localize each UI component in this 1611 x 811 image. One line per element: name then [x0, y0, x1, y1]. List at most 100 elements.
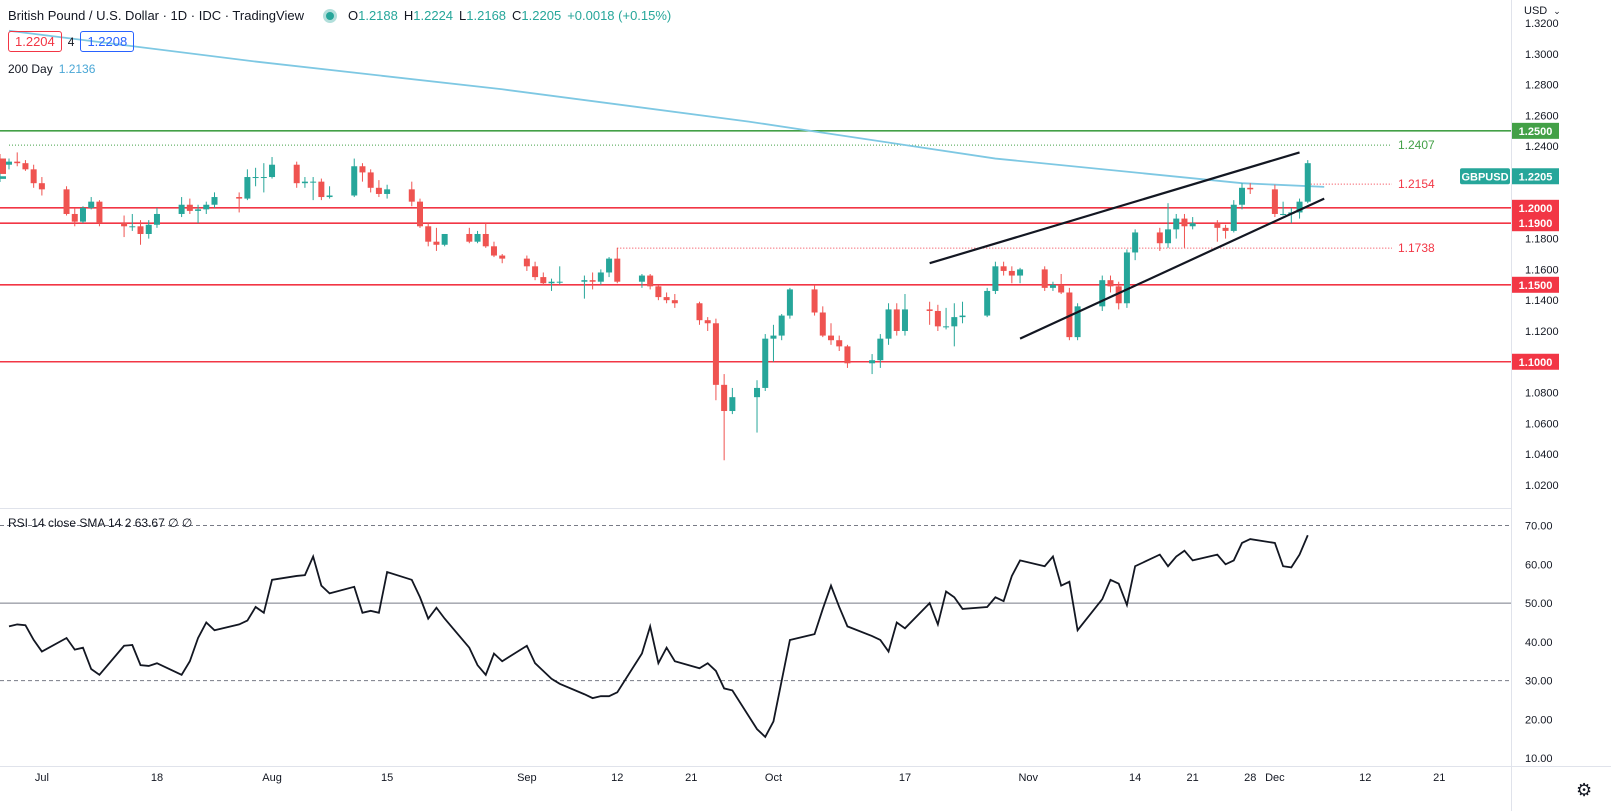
price-tick-label: 1.3200	[1525, 18, 1559, 30]
candle-body	[63, 189, 70, 214]
candle-body	[88, 201, 95, 208]
time-tick-label: 21	[1187, 772, 1199, 784]
level-price-label: 1.2000	[1519, 203, 1553, 215]
candle-body	[408, 189, 415, 202]
candle-body	[474, 233, 481, 242]
candle-body	[466, 233, 473, 242]
sell-button[interactable]: 1.2204	[8, 31, 62, 52]
candle-body	[22, 163, 29, 170]
close-value: 1.2205	[521, 8, 562, 23]
candle-body	[260, 177, 267, 179]
candle-body	[532, 266, 539, 278]
candle-body	[663, 297, 670, 301]
level-price-tag	[1512, 199, 1559, 216]
candle-body	[1189, 223, 1196, 227]
candle-body	[1000, 266, 1007, 271]
level-price-label: 1.1000	[1519, 357, 1553, 369]
candle-body	[1271, 189, 1278, 214]
level-price-tag	[1512, 276, 1559, 293]
rsi-tick-label: 60.00	[1525, 559, 1553, 571]
time-tick-label: Aug	[262, 772, 282, 784]
candle-body	[1115, 286, 1122, 304]
candle-body	[252, 177, 259, 179]
candle-body	[203, 204, 210, 210]
candle-body	[844, 346, 851, 364]
candle-body	[211, 197, 218, 205]
candle-body	[1156, 232, 1163, 244]
candle-body	[1214, 223, 1221, 228]
currency-selector[interactable]: USD ⌄	[1524, 5, 1567, 17]
candle-body	[30, 169, 37, 184]
time-tick-label: 12	[611, 772, 623, 784]
low-value: 1.2168	[466, 8, 507, 23]
price-tick-label: 1.2400	[1525, 141, 1559, 153]
candle-body	[318, 181, 325, 198]
candle-body	[597, 272, 604, 282]
candle-body	[1017, 269, 1024, 276]
rsi-legend[interactable]: RSI 14 close SMA 14 2 63.67 ∅ ∅	[8, 516, 198, 530]
candle-body	[901, 309, 908, 331]
close-label: C	[512, 8, 522, 23]
candle-body	[121, 223, 128, 227]
candle-body	[893, 309, 900, 331]
level-price-label: 1.1500	[1519, 280, 1553, 292]
candle-body	[71, 213, 78, 222]
candle-body	[153, 213, 160, 225]
time-tick-label: 15	[381, 772, 393, 784]
gear-icon[interactable]: ⚙	[1576, 780, 1593, 800]
candle-body	[310, 181, 317, 183]
price-tick-label: 1.2600	[1525, 110, 1559, 122]
bid-ask-row: 1.2204 4 1.2208	[8, 31, 140, 52]
candle-body	[959, 315, 966, 318]
candle-body	[992, 266, 999, 291]
candle-body	[1296, 201, 1303, 213]
candle-body	[1173, 218, 1180, 230]
candle-body	[712, 323, 719, 385]
candle-body	[1222, 227, 1229, 231]
symbol-tag-label: GBPUSD	[1461, 171, 1508, 183]
level-price-tag	[1512, 215, 1559, 232]
candle-body	[359, 166, 366, 173]
candle-body	[79, 207, 86, 222]
candle-body	[1280, 213, 1287, 215]
candle-body	[1230, 204, 1237, 231]
candle-body	[721, 384, 728, 412]
candle-body	[828, 335, 834, 341]
candle-body	[647, 275, 654, 287]
time-tick-label: 18	[151, 772, 163, 784]
candle-body	[1099, 280, 1106, 307]
candle-body	[1123, 252, 1130, 304]
candle-body	[384, 189, 391, 194]
candle-body	[1181, 218, 1188, 227]
currency-label: USD	[1524, 5, 1548, 17]
candle-body	[671, 300, 678, 304]
buy-button[interactable]: 1.2208	[80, 31, 135, 52]
candle-body	[523, 258, 530, 267]
candle-body	[638, 275, 645, 282]
spread-value: 4	[67, 34, 75, 49]
candle-body	[1058, 284, 1065, 293]
candle-body	[293, 164, 300, 184]
candle-body	[1041, 269, 1048, 288]
candle-body	[38, 183, 45, 190]
candle-body	[786, 289, 793, 316]
candle-body	[417, 201, 423, 227]
trendline	[929, 151, 1300, 265]
candle-body	[1107, 280, 1114, 287]
market-status-icon	[325, 11, 334, 20]
ma-legend[interactable]: 200 Day 1.2136	[8, 62, 101, 76]
candle-body	[869, 360, 876, 364]
candle-body	[178, 204, 185, 214]
candle-body	[836, 340, 843, 347]
candle-body	[129, 226, 136, 228]
candle-body	[145, 224, 152, 234]
price-tick-label: 1.0600	[1525, 418, 1559, 430]
high-label: H	[403, 8, 414, 23]
price-tick-label: 1.3000	[1525, 49, 1559, 61]
price-tick-label: 1.1800	[1525, 234, 1559, 246]
time-tick-label: 14	[1129, 772, 1141, 784]
candle-body	[770, 335, 777, 339]
candle-body	[704, 320, 711, 324]
price-tick-label: 1.0200	[1525, 480, 1559, 492]
